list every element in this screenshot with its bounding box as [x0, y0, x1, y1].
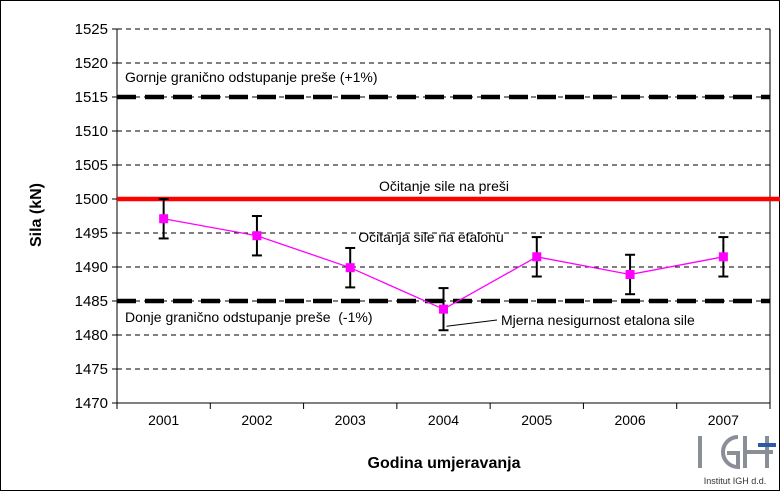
x-tick-label: 2002	[241, 412, 272, 428]
y-axis-label: Sila (kN)	[28, 183, 45, 247]
y-tick-label: 1515	[75, 89, 108, 106]
series-layer	[158, 198, 729, 332]
data-point	[532, 252, 542, 262]
y-tick-label: 1495	[75, 225, 108, 242]
data-point	[625, 269, 635, 279]
y-tick-label: 1510	[75, 123, 108, 140]
lower-limit-label: Donje granično odstupanje preše (-1%)	[125, 309, 372, 325]
data-point	[252, 231, 262, 241]
y-tick-label: 1525	[75, 21, 108, 38]
x-tick-label: 2006	[614, 412, 645, 428]
x-tick-label: 2003	[335, 412, 366, 428]
x-tick-label: 2005	[521, 412, 552, 428]
data-point	[718, 252, 728, 262]
annotations: Gornje granično odstupanje preše (+1%) Oč…	[125, 69, 695, 328]
y-tick-label: 1500	[75, 191, 108, 208]
uncertainty-leader-line	[446, 319, 498, 327]
y-tick-label: 1490	[75, 259, 108, 276]
upper-limit-label: Gornje granično odstupanje preše (+1%)	[125, 69, 378, 85]
y-tick-label: 1480	[75, 327, 108, 344]
x-axis-label: Godina umjeravanja	[368, 455, 521, 472]
x-tick-label: 2007	[708, 412, 739, 428]
y-tick-label: 1485	[75, 293, 108, 310]
reference-lines	[117, 94, 780, 304]
x-tick-label: 2001	[148, 412, 179, 428]
x-tick-label: 2004	[428, 412, 459, 428]
y-axis-ticks: 1470 1475 1480 1485 1490 1495 1500 1505 1510 1515…	[75, 21, 117, 412]
y-tick-label: 1475	[75, 361, 108, 378]
press-reading-label: Očitanje sile na preši	[379, 178, 509, 194]
x-axis-ticks: 2001 2002 2003 2004 2005 2006 2007	[116, 403, 771, 428]
grid-lines	[116, 28, 771, 404]
uncertainty-label: Mjerna nesigurnost etalona sile	[501, 312, 695, 328]
data-point	[159, 214, 169, 224]
data-point	[345, 263, 355, 273]
series-label: Očitanja sile na etalonu	[358, 229, 504, 245]
y-tick-label: 1520	[75, 55, 108, 72]
logo-text: Institut IGH d.d.	[704, 476, 767, 486]
y-tick-label: 1505	[75, 157, 108, 174]
igh-logo: Institut IGH d.d.	[698, 435, 776, 486]
data-point	[439, 304, 448, 314]
y-tick-label: 1470	[75, 395, 108, 412]
